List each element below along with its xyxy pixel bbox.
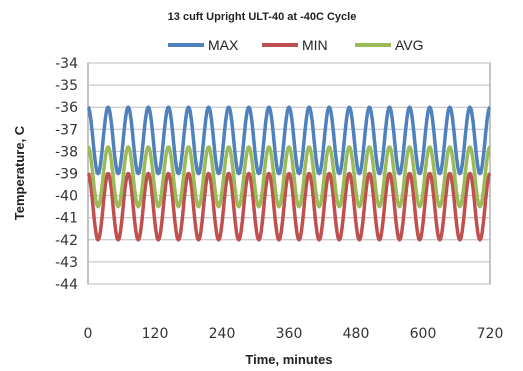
y-tick-label: -44 <box>55 277 78 293</box>
x-tick-label: 600 <box>410 326 437 342</box>
y-tick-label: -42 <box>55 233 78 249</box>
y-tick-label: -36 <box>55 100 78 116</box>
legend-label-avg: AVG <box>395 37 424 53</box>
series-line-avg <box>86 145 492 209</box>
y-tick-label: -41 <box>55 211 78 227</box>
x-axis-ticks: 0 120 240 360 480 600 720 <box>84 326 504 342</box>
y-axis-title: Temperature, C <box>12 125 27 220</box>
x-tick-label: 240 <box>209 326 236 342</box>
y-tick-label: -40 <box>55 189 78 205</box>
legend-label-min: MIN <box>302 37 328 53</box>
y-tick-label: -34 <box>55 56 78 72</box>
series-line-max <box>86 105 492 176</box>
chart-title: 13 cuft Upright ULT-40 at -40C Cycle <box>168 11 357 23</box>
x-tick-label: 360 <box>276 326 303 342</box>
x-axis-title: Time, minutes <box>245 352 332 367</box>
legend: MAX MIN AVG <box>168 37 424 53</box>
y-axis-ticks: -34 -35 -36 -37 -38 -39 -40 -41 -42 -43 -44 <box>55 56 78 293</box>
legend-label-max: MAX <box>208 37 239 53</box>
x-tick-label: 480 <box>343 326 370 342</box>
x-tick-label: 0 <box>84 326 93 342</box>
y-tick-label: -37 <box>55 122 78 138</box>
y-tick-label: -39 <box>55 167 78 183</box>
y-tick-label: -35 <box>55 78 78 94</box>
series-layer <box>86 105 492 242</box>
x-tick-label: 120 <box>142 326 169 342</box>
y-tick-label: -38 <box>55 144 78 160</box>
y-tick-label: -43 <box>55 255 78 271</box>
x-tick-label: 720 <box>477 326 504 342</box>
series-line-min <box>86 171 492 242</box>
